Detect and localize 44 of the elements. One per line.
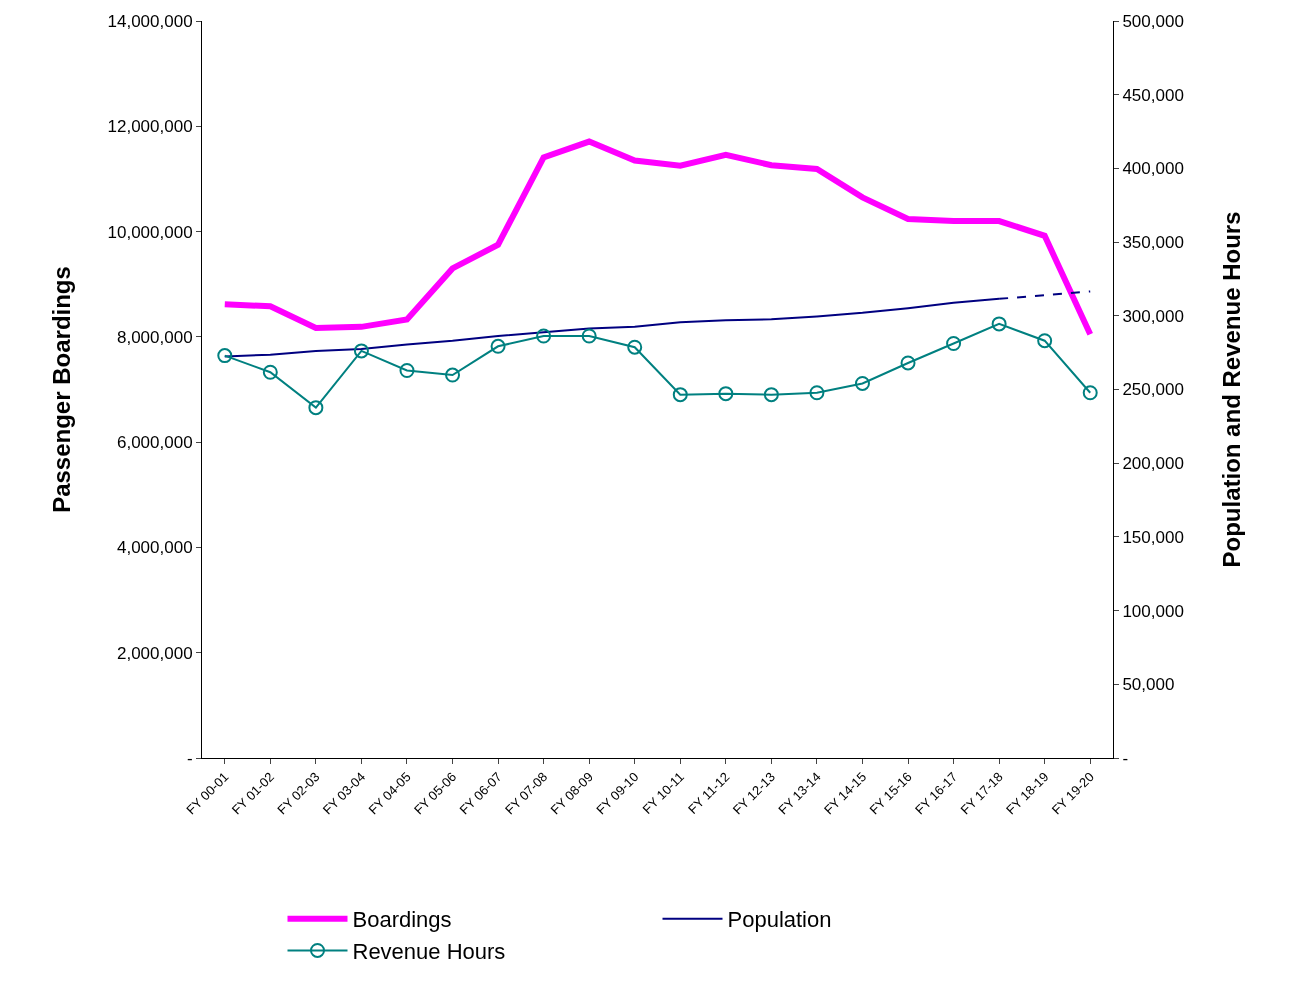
point xyxy=(672,387,688,403)
point xyxy=(900,355,916,371)
y-tick-label: 8,000,000 xyxy=(116,327,193,347)
point xyxy=(262,364,278,380)
point xyxy=(308,400,324,416)
point xyxy=(217,348,233,364)
point xyxy=(1082,385,1098,401)
point xyxy=(809,385,825,401)
y2-tick-label: 100,000 xyxy=(1122,601,1184,621)
y2-tick-label: 250,000 xyxy=(1122,380,1184,400)
y2-tick-label: 500,000 xyxy=(1122,11,1184,31)
point xyxy=(854,375,870,391)
legend-label: Boardings xyxy=(352,907,452,933)
y2-tick-label: 350,000 xyxy=(1122,233,1184,253)
y2-tick-label: 450,000 xyxy=(1122,85,1184,105)
point xyxy=(627,339,643,355)
y-tick-label: - xyxy=(186,748,193,768)
y2-tick-label: 400,000 xyxy=(1122,159,1184,179)
y-tick-label: 14,000,000 xyxy=(107,11,193,31)
y2-tick-label: 50,000 xyxy=(1122,675,1175,695)
y2-tick-label: 150,000 xyxy=(1122,527,1184,547)
point xyxy=(718,386,734,402)
point xyxy=(490,338,506,354)
y-tick-label: 10,000,000 xyxy=(107,222,193,242)
y-axis-title: Passenger Boardings xyxy=(47,266,75,513)
y2-axis-title: Population and Revenue Hours xyxy=(1218,211,1246,568)
point xyxy=(536,328,552,344)
point xyxy=(946,336,962,351)
y-tick-label: 2,000,000 xyxy=(116,643,193,663)
point xyxy=(581,328,597,344)
point xyxy=(991,316,1007,332)
point xyxy=(445,367,461,383)
legend-label: Revenue Hours xyxy=(352,939,506,965)
y-tick-label: 6,000,000 xyxy=(116,433,193,453)
legend-label: Population xyxy=(727,907,832,933)
y-tick-label: 4,000,000 xyxy=(116,538,193,558)
point xyxy=(763,387,779,403)
y2-tick-label: - xyxy=(1122,748,1129,768)
y-tick-label: 12,000,000 xyxy=(107,117,193,137)
point xyxy=(399,362,415,378)
y2-tick-label: 300,000 xyxy=(1122,306,1184,326)
y2-tick-label: 200,000 xyxy=(1122,454,1184,474)
point xyxy=(1037,333,1053,349)
point xyxy=(353,343,369,359)
